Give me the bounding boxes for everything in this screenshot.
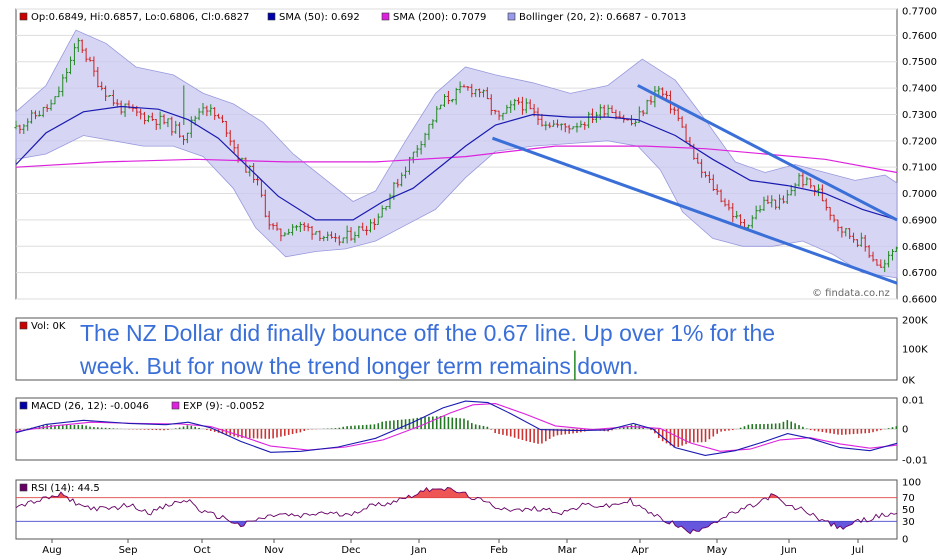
x-tick-label: Nov [264,545,284,556]
x-tick-label: Jan [410,545,426,556]
legend-label: SMA (50): 0.692 [279,12,360,23]
x-tick-label: Apr [631,545,649,556]
legend-label: Vol: 0K [31,321,66,332]
watermark: © findata.co.nz [812,288,890,299]
annotation-line-1: The NZ Dollar did finally bounce off the… [80,320,775,346]
y-tick-label: 0.7600 [902,31,937,42]
y-tick-label: 0 [902,425,908,436]
legend-label: SMA (200): 0.7079 [393,12,486,23]
y-tick-label: 0.01 [902,396,924,407]
y-tick-label: 70 [902,493,915,504]
volume-panel [15,317,898,381]
price-layer [14,8,899,300]
y-tick-label: 0.6600 [902,295,937,306]
macd-line [15,400,898,456]
rsi-layer [15,486,898,535]
sma200-line [15,145,898,174]
x-tick-label: Dec [341,545,360,556]
y-tick-label: 30 [902,517,915,528]
x-tick-label: Aug [42,545,62,556]
y-tick-label: 100K [902,345,928,356]
legends: Op:0.6849, Hi:0.6857, Lo:0.6806, Cl:0.68… [19,12,686,494]
y-tick-label: 0.7000 [902,189,937,200]
x-tick-label: Sep [119,545,138,556]
macd-signal-line [15,403,898,452]
y-tick-label: 0.7700 [902,7,937,18]
x-tick-label: Feb [490,545,508,556]
trendline [491,136,898,285]
legend-swatch [507,12,516,21]
y-tick-label: 0.6700 [902,268,937,279]
legend-swatch [19,12,28,21]
x-tick-label: Oct [193,545,210,556]
y-tick-label: 0.6900 [902,215,937,226]
legend-label: EXP (9): -0.0052 [183,401,265,412]
x-tick-label: Mar [558,545,578,556]
legend-swatch [381,12,390,21]
rsi-line [15,486,898,535]
legend-swatch [19,483,28,492]
y-tick-label: 100 [902,478,921,489]
axis-ticks: 0.7700 0.7600 0.7500 0.7400 0.7300 0.7200 0.71… [42,7,937,557]
x-tick-label: May [707,545,728,556]
y-tick-label: 50 [902,505,915,516]
y-tick-label: 200K [902,316,928,327]
legend-label: MACD (26, 12): -0.0046 [31,401,149,412]
y-tick-label: 0.7200 [902,136,937,147]
y-tick-label: 0.6800 [902,242,937,253]
sma50-line [15,105,898,221]
y-tick-label: 0 [902,535,908,546]
trendline [637,84,898,222]
y-tick-label: 0K [902,376,915,387]
macd-layer [15,400,898,456]
legend-swatch [171,401,180,410]
legend-label: RSI (14): 44.5 [31,483,100,494]
legend-swatch [19,321,28,330]
y-tick-label: 0.7300 [902,110,937,121]
x-tick-label: Jul [851,545,864,556]
y-tick-label: 0.7400 [902,84,937,95]
rsi-oversold-fill [16,521,897,534]
legend-label: Op:0.6849, Hi:0.6857, Lo:0.6806, Cl:0.68… [31,12,249,23]
x-tick-label: Jun [780,545,797,556]
rsi-panel [15,479,898,540]
annotation-line-2: week. But for now the trend longer term … [79,353,639,379]
y-tick-label: 0.7100 [902,163,937,174]
y-tick-label: 0.7500 [902,57,937,68]
y-tick-label: -0.01 [902,456,928,467]
legend-label: Bollinger (20, 2): 0.6687 - 0.7013 [519,12,686,23]
legend-swatch [19,401,28,410]
legend-swatch [267,12,276,21]
